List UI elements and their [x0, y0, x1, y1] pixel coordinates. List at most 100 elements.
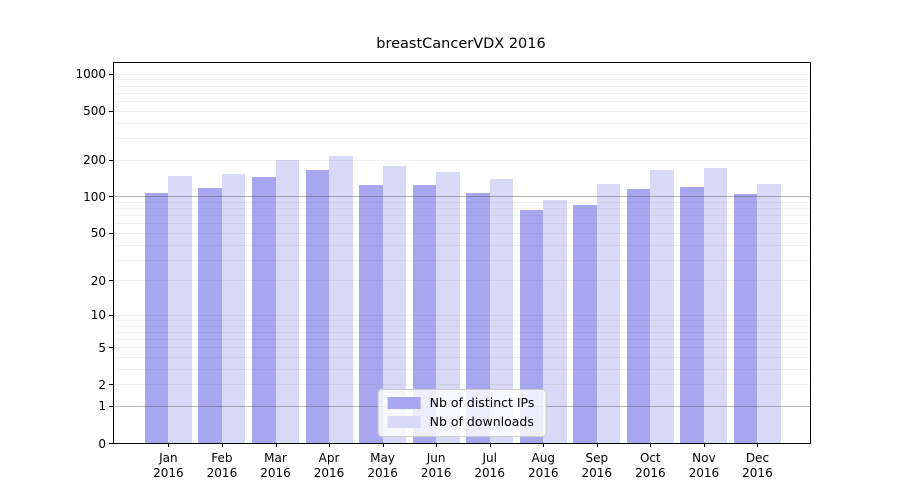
bar-downloads-aug: [543, 200, 567, 443]
x-tick-dec: [757, 443, 759, 447]
gridline-60: [114, 223, 810, 225]
y-tick-100: [109, 196, 113, 198]
x-tick-apr: [329, 443, 331, 447]
gridline-20: [114, 280, 810, 282]
gridline-5: [114, 347, 810, 349]
x-tick-feb: [221, 443, 223, 447]
y-tick-2: [109, 384, 113, 386]
x-tick-label-nov: Nov 2016: [688, 451, 720, 480]
legend-swatch-distinct-ips: [387, 397, 421, 409]
bar-distinct-ips-mar: [252, 177, 276, 443]
bar-distinct-ips-jun: [412, 185, 437, 443]
y-tick-label-1000: 1000: [75, 67, 106, 82]
bar-downloads-jan: [168, 175, 192, 443]
x-tick-oct: [650, 443, 652, 447]
gridline-40: [114, 244, 810, 246]
gridline-100: [114, 196, 810, 198]
x-tick-label-apr: Apr 2016: [313, 451, 345, 480]
bar-distinct-ips-dec: [733, 194, 758, 443]
bar-distinct-ips-jul: [466, 193, 490, 443]
plot-area: Nb of distinct IPs Nb of downloads 0 1 2 5 1…: [75, 62, 811, 480]
bar-downloads-oct: [650, 169, 674, 443]
gridline-2: [114, 384, 810, 386]
x-tick-jan: [168, 443, 170, 447]
gridline-50: [114, 232, 810, 234]
gridline-70: [114, 215, 810, 217]
x-tick-sep: [596, 443, 598, 447]
x-tick-label-jun: Jun 2016: [420, 451, 452, 480]
x-tick-label-oct: Oct 2016: [635, 451, 666, 480]
y-tick-label-50: 50: [90, 226, 106, 241]
y-tick-label-10: 10: [90, 308, 106, 323]
gridline-200: [114, 159, 810, 161]
y-tick-label-500: 500: [83, 104, 106, 119]
gridline-9: [114, 319, 810, 321]
legend-swatch-downloads: [387, 416, 421, 428]
x-tick-may: [382, 443, 384, 447]
bar-distinct-ips-feb: [198, 187, 222, 443]
gridline-3: [114, 368, 810, 370]
y-tick-label-2: 2: [98, 377, 106, 392]
y-tick-50: [109, 232, 113, 234]
y-tick-200: [109, 159, 113, 161]
legend: Nb of distinct IPs Nb of downloads: [377, 389, 547, 437]
gridline-1000: [114, 73, 810, 75]
bar-downloads-apr: [329, 156, 353, 443]
gridline-7: [114, 331, 810, 333]
gridline-80: [114, 208, 810, 210]
legend-label-distinct-ips: Nb of distinct IPs: [429, 395, 535, 410]
x-tick-mar: [275, 443, 277, 447]
x-tick-aug: [543, 443, 545, 447]
x-tick-label-may: May 2016: [367, 451, 398, 480]
gridline-8: [114, 325, 810, 327]
bar-downloads-mar: [275, 160, 299, 443]
gridline-6: [114, 339, 810, 341]
bar-downloads-may: [382, 165, 407, 443]
x-tick-label-jan: Jan 2016: [153, 451, 184, 480]
gridline-400: [114, 122, 810, 124]
bar-distinct-ips-aug: [519, 209, 544, 443]
y-tick-label-100: 100: [83, 189, 106, 204]
legend-item-distinct-ips: Nb of distinct IPs: [387, 395, 535, 410]
y-tick-1: [109, 405, 113, 407]
gridline-4: [114, 357, 810, 358]
x-tick-label-sep: Sep 2016: [581, 451, 613, 480]
x-tick-jul: [489, 443, 491, 447]
gridline-10: [114, 314, 810, 316]
bar-downloads-dec: [757, 183, 781, 443]
bar-distinct-ips-oct: [626, 188, 651, 443]
y-tick-label-0: 0: [98, 436, 106, 451]
gridline-700: [114, 92, 810, 94]
x-tick-nov: [703, 443, 705, 447]
bar-downloads-feb: [221, 173, 246, 443]
x-tick-label-jul: Jul 2016: [474, 451, 505, 480]
bar-downloads-jun: [436, 172, 460, 443]
bar-distinct-ips-apr: [305, 170, 330, 443]
y-tick-label-20: 20: [90, 273, 106, 288]
bar-distinct-ips-sep: [573, 204, 597, 443]
gridline-800: [114, 85, 810, 87]
y-tick-label-1: 1: [98, 399, 106, 414]
y-tick-label-5: 5: [98, 340, 106, 355]
gridline-30: [114, 259, 810, 261]
y-tick-10: [109, 314, 113, 316]
x-tick-jun: [436, 443, 438, 447]
bar-distinct-ips-nov: [680, 187, 704, 443]
bar-downloads-nov: [703, 167, 728, 443]
bar-downloads-sep: [596, 184, 621, 443]
y-tick-0: [109, 443, 113, 444]
y-tick-500: [109, 110, 113, 112]
bar-distinct-ips-may: [359, 185, 383, 443]
x-tick-label-feb: Feb 2016: [206, 451, 238, 480]
x-tick-label-dec: Dec 2016: [742, 451, 773, 480]
gridline-90: [114, 201, 810, 203]
bar-downloads-jul: [489, 178, 514, 443]
x-tick-label-aug: Aug 2016: [527, 451, 559, 480]
y-tick-20: [109, 280, 113, 282]
chart-title: breastCancerVDX 2016: [376, 36, 546, 52]
legend-label-downloads: Nb of downloads: [429, 414, 534, 429]
gridline-500: [114, 110, 810, 112]
legend-item-downloads: Nb of downloads: [387, 414, 535, 429]
y-tick-1000: [109, 73, 113, 75]
